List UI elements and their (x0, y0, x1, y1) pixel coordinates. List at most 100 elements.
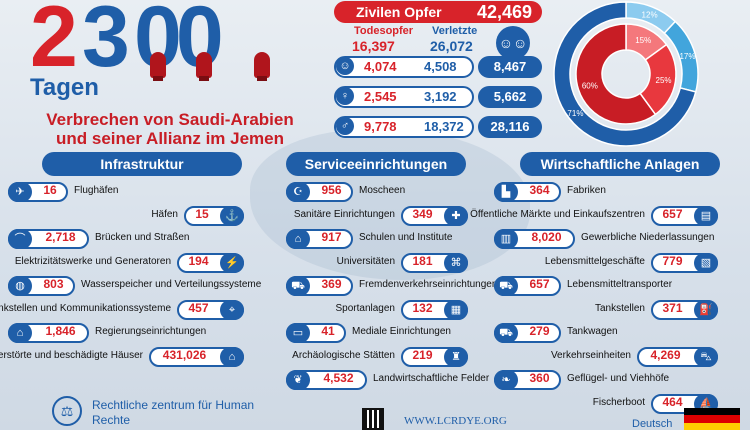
outer-ring-slice-label: 12% (642, 10, 658, 19)
item-label: Flughäfen (74, 185, 119, 196)
mosque-icon: ☪ (286, 182, 310, 202)
item-label: Mediale Einrichtungen (352, 326, 451, 337)
school-icon: ⌂ (286, 229, 310, 249)
item-label: Zerstörte und beschädigte Häuser (0, 349, 143, 361)
item-label: Öffentliche Märkte und Einkaufszentren (470, 208, 645, 220)
house-icon: ⌂ (220, 346, 244, 367)
inner-ring-slice-label: 60% (582, 82, 598, 91)
item-value: 364 (529, 183, 550, 197)
item-label: Tankstellen (594, 302, 645, 314)
item-value: 4,269 (650, 347, 681, 362)
subtitle: Verbrechen von Saudi-Arabien und seiner … (40, 110, 300, 148)
item-label: Fremdenverkehrseinrichtungen (359, 279, 498, 290)
market-icon: ▤ (694, 205, 718, 226)
item-label: Moscheen (359, 185, 406, 196)
bomb-icon (150, 52, 166, 81)
victim-total: 5,662 (478, 86, 542, 108)
government-icon: ⌂ (8, 323, 32, 343)
victim-injured: 4,508 (424, 59, 457, 74)
list-item: ⛟ 657 Lebensmitteltransporter (494, 276, 718, 296)
victim-pill (334, 86, 474, 108)
language-label: Deutsch (632, 418, 673, 430)
factory-icon: ▙ (494, 182, 518, 202)
title-digit-3: 3 (82, 0, 130, 85)
item-value: 360 (529, 371, 550, 385)
section-infrastructure: Infrastruktur (42, 152, 242, 176)
item-label: Archäologische Stätten (292, 349, 395, 361)
qr-code-icon (362, 408, 384, 430)
inner-ring-slice (575, 23, 657, 125)
tv-icon: ▭ (286, 323, 310, 343)
item-value: 2,718 (45, 230, 76, 244)
inner-ring-slice-label: 25% (656, 76, 672, 85)
victim-total: 28,116 (478, 116, 542, 138)
victim-injured: 18,372 (424, 119, 464, 134)
item-label: Häfen (151, 208, 178, 220)
victim-dead: 9,778 (364, 119, 397, 134)
subtitle-line-1: Verbrechen von Saudi-Arabien (46, 110, 294, 129)
item-value: 803 (43, 277, 64, 291)
inner-ring-slice-label: 15% (635, 36, 651, 45)
bomb-icon (196, 52, 212, 81)
list-item: ❦ 4,532 Landwirtschaftliche Felder (286, 370, 489, 390)
outer-ring-slice-label: 71% (567, 109, 583, 118)
civilian-victims-bar: Zivilen Opfer 42,469 (334, 1, 542, 23)
antenna-icon: ⌖ (220, 299, 244, 320)
item-label: Landwirtschaftliche Felder (373, 373, 490, 384)
bridge-icon: ⌒ (8, 229, 32, 249)
item-value: 1,846 (45, 324, 76, 338)
list-item: 431,026 ⌂ Zerstörte und beschädigte Häuser (0, 346, 244, 367)
list-item: ⌒ 2,718 Brücken und Straßen (8, 229, 244, 249)
item-value: 657 (529, 277, 550, 291)
website-link[interactable]: WWW.LCRDYE.ORG (404, 415, 507, 427)
monument-icon: ♜ (444, 346, 468, 367)
item-value: 779 (662, 253, 683, 268)
outer-ring-slice-label: 17% (679, 52, 695, 61)
item-label: Wasserspeicher und Verteilungssysteme (81, 279, 262, 290)
item-label: Gewerbliche Niederlassungen (581, 232, 715, 243)
woman-icon: ♀ (336, 87, 354, 105)
list-item: 132 ▦ Sportanlagen (286, 299, 468, 320)
item-label: Lebensmitteltransporter (567, 279, 673, 290)
airplane-icon: ✈ (8, 182, 32, 202)
item-label: Sanitäre Einrichtungen (293, 208, 395, 220)
tourism-icon: ⛟ (286, 276, 310, 296)
civilian-victims-label: Zivilen Opfer (356, 4, 442, 20)
list-item: 181 ⌘ Universitäten (286, 252, 468, 273)
item-label: Funkstellen und Kommunikationssysteme (0, 302, 171, 314)
item-value: 349 (412, 206, 433, 221)
outer-ring-slice (553, 1, 697, 147)
item-value: 194 (188, 253, 209, 268)
list-item: ❧ 360 Geflügel- und Viehhöfe (494, 370, 718, 390)
item-label: Schulen und Institute (359, 232, 453, 243)
subtitle-line-2: und seiner Allianz im Jemen (56, 129, 284, 148)
list-item: ☪ 956 Moscheen (286, 182, 468, 202)
child-icon: ☺ (336, 57, 354, 75)
item-value: 181 (412, 253, 433, 268)
list-item: ⌂ 1,846 Regierungseinrichtungen (8, 323, 244, 343)
fuel-station-icon: ⛽ (694, 299, 718, 320)
item-label: Sportanlagen (335, 302, 396, 314)
stadium-icon: ▦ (444, 299, 468, 320)
item-value: 956 (321, 183, 342, 197)
german-flag-icon (684, 408, 740, 430)
item-label: Lebensmittelgeschäfte (544, 255, 645, 267)
item-value: 279 (529, 324, 550, 338)
tanker-icon: ⛟ (494, 323, 518, 343)
list-item: 219 ♜ Archäologische Stätten (286, 346, 468, 367)
list-item: ▙ 364 Fabriken (494, 182, 718, 202)
grocery-icon: ▧ (694, 252, 718, 273)
wheat-icon: ❦ (286, 370, 310, 390)
item-value: 464 (662, 394, 683, 409)
car-icon: ⛍ (694, 346, 718, 367)
list-item: 349 ✚ Sanitäre Einrichtungen (286, 205, 468, 226)
section-economy: Wirtschaftliche Anlagen (520, 152, 720, 176)
item-label: Verkehrseinheiten (550, 349, 631, 361)
item-label: Geflügel- und Viehhöfe (567, 373, 670, 384)
list-item: ◍ 803 Wasserspeicher und Verteilungssystem… (8, 276, 261, 296)
shop-icon: ▥ (494, 229, 518, 249)
bomb-icon (254, 52, 270, 81)
list-item: ⛟ 369 Fremdenverkehrseinrichtungen (286, 276, 497, 296)
family-icon: ☺☺ (496, 26, 530, 60)
list-item: 657 ▤ Öffentliche Märkte und Einkaufszentr… (470, 205, 718, 226)
